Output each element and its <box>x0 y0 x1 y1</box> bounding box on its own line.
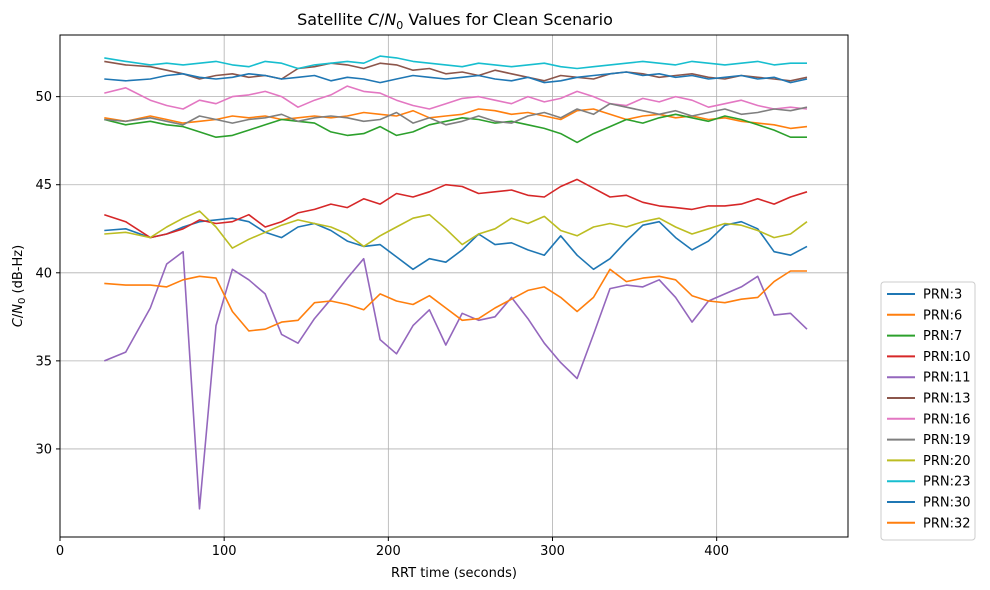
legend-item-label: PRN:10 <box>923 350 971 365</box>
series-line <box>104 210 808 249</box>
legend-item-label: PRN:13 <box>923 392 971 407</box>
series-line <box>103 250 808 510</box>
plot-frame <box>59 34 849 538</box>
chart-title: Satellite C/N0 Values for Clean Scenario <box>297 10 613 32</box>
legend-item-label: PRN:32 <box>923 516 971 531</box>
series-line <box>104 113 807 144</box>
legend-item-label: PRN:7 <box>923 329 962 344</box>
legend-box <box>880 281 976 541</box>
series-line <box>104 178 808 239</box>
series-line <box>104 60 808 82</box>
x-tick-label: 100 <box>212 544 237 559</box>
series-line <box>104 268 807 332</box>
legend-item-label: PRN:20 <box>923 454 971 469</box>
series-line <box>104 102 808 126</box>
legend-item-label: PRN:30 <box>923 496 971 511</box>
grid <box>59 35 848 537</box>
y-tick-label: 50 <box>35 90 52 105</box>
y-tick-label: 40 <box>35 266 52 281</box>
x-axis: 0 100 200 300 400 <box>56 537 729 559</box>
series-line <box>104 55 807 70</box>
series-line <box>104 217 808 271</box>
x-tick-label: 300 <box>540 544 565 559</box>
y-tick-label: 45 <box>35 178 52 193</box>
legend-item-label: PRN:3 <box>923 288 962 303</box>
y-axis: 30 35 40 45 50 <box>35 90 60 457</box>
y-tick-label: 35 <box>35 354 52 369</box>
legend-item-label: PRN:23 <box>923 475 971 490</box>
series-line <box>104 85 808 110</box>
y-tick-label: 30 <box>35 442 52 457</box>
x-axis-label: RRT time (seconds) <box>391 566 517 581</box>
legend-item-label: PRN:6 <box>923 308 962 323</box>
x-tick-label: 400 <box>704 544 729 559</box>
legend: PRN:3 PRN:6 PRN:7 PRN:10 PRN:11 PRN:13 PRN:16 P… <box>880 281 976 541</box>
legend-item-label: PRN:16 <box>923 412 971 427</box>
x-tick-label: 200 <box>376 544 401 559</box>
series-layer <box>103 55 808 510</box>
y-axis-label: C/N0 (dB-Hz) <box>11 245 28 327</box>
series-line <box>104 71 808 84</box>
x-tick-label: 0 <box>56 544 64 559</box>
legend-item-label: PRN:11 <box>923 371 971 386</box>
legend-item-label: PRN:19 <box>923 433 971 448</box>
